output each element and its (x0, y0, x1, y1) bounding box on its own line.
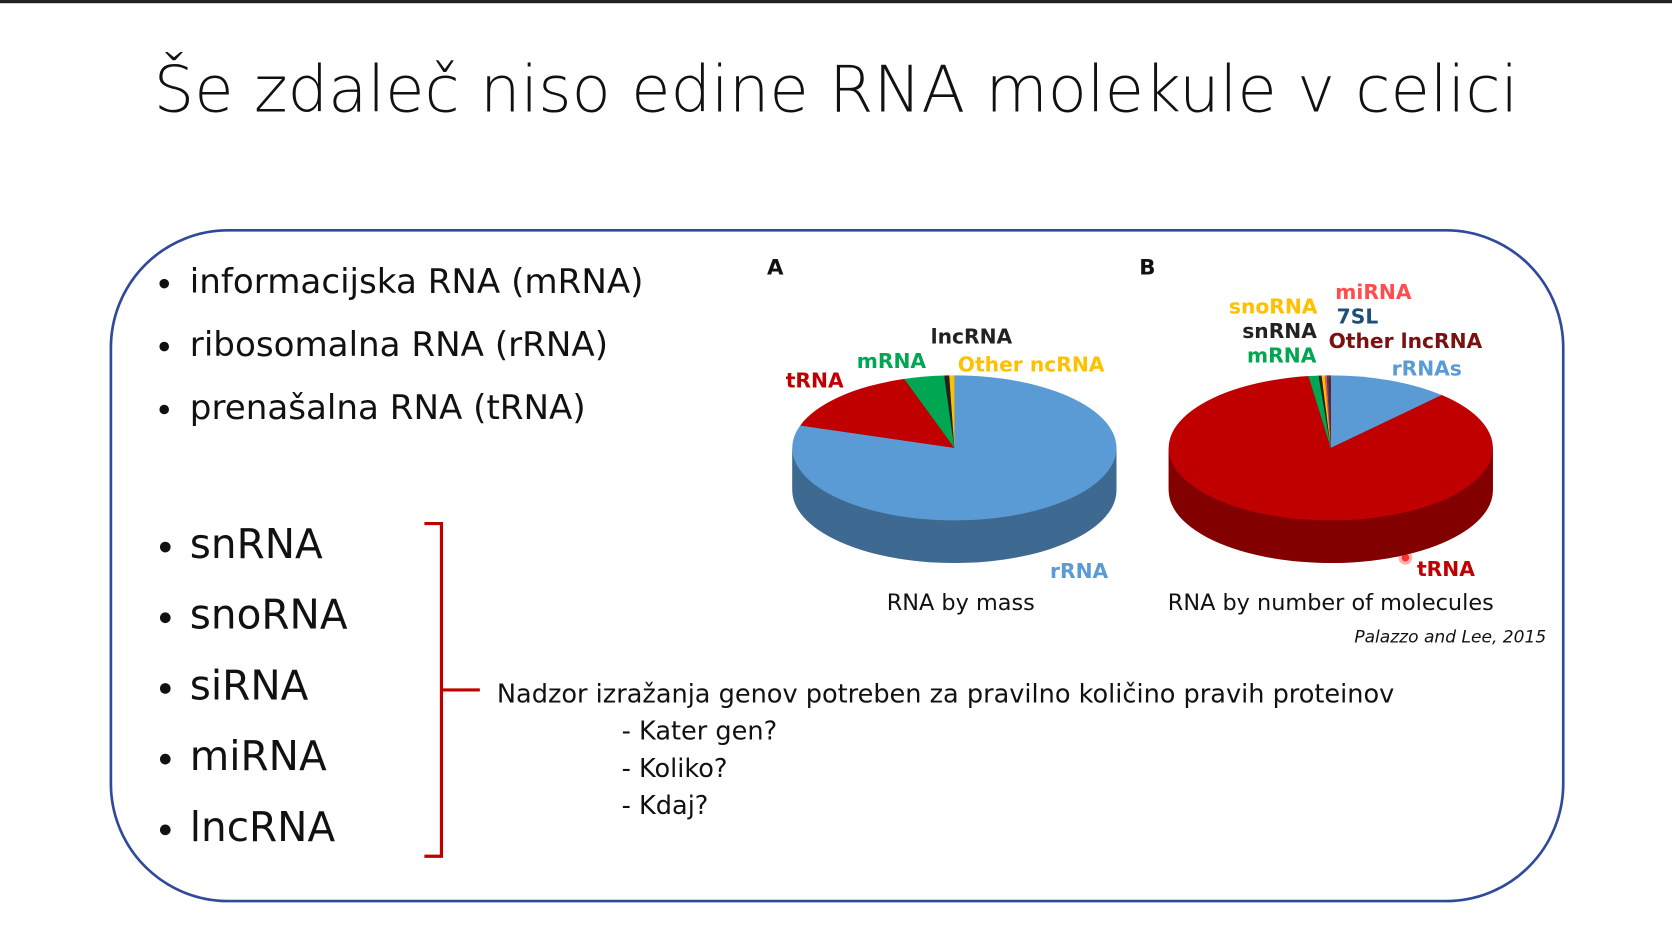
pie-slice (1308, 375, 1331, 448)
slice-label: lncRNA (931, 325, 1013, 349)
bullet-dot (159, 541, 171, 553)
bullet-text: siRNA (190, 661, 309, 709)
panel-letter: A (767, 256, 784, 281)
pie-slice (1168, 376, 1493, 521)
slice-label: snoRNA (1229, 295, 1318, 319)
panel-caption: RNA by mass (887, 590, 1035, 616)
bullet-dot (159, 341, 170, 352)
pie-slice (949, 375, 955, 448)
slide-title: Še zdaleč niso edine RNA molekule v celi… (154, 51, 1519, 127)
bullet-text: miRNA (190, 732, 327, 780)
top-border (0, 0, 1672, 4)
slice-label: miRNA (1335, 280, 1412, 304)
slice-label: mRNA (857, 349, 927, 373)
slice-label: Other ncRNA (958, 352, 1105, 376)
slice-label: snRNA (1242, 319, 1317, 343)
pie-slice (1328, 375, 1331, 448)
panel-letter: B (1139, 256, 1155, 281)
slice-label: tRNA (1417, 557, 1475, 581)
pie-slice (904, 375, 955, 448)
brace (424, 521, 480, 858)
bullet-dot (159, 753, 171, 765)
note-text: Nadzor izražanja genov potreben za pravi… (497, 679, 1394, 709)
bullet-dot (159, 612, 171, 624)
panel-caption: RNA by number of molecules (1168, 590, 1494, 616)
pie-slice (1318, 375, 1331, 448)
bullet-dot (159, 278, 170, 289)
bullet-text: prenašalna RNA (tRNA) (190, 388, 586, 428)
slice-label: Other lncRNA (1329, 329, 1483, 353)
bullet-text: snRNA (190, 520, 323, 568)
note-item: - Kdaj? (622, 791, 709, 821)
note-item: - Kater gen? (622, 717, 778, 747)
slice-label: rRNAs (1392, 357, 1462, 381)
bullet-dot (159, 824, 171, 836)
note-item: - Koliko? (622, 754, 728, 784)
bullet-text: informacijska RNA (mRNA) (190, 262, 644, 302)
slice-label: mRNA (1247, 344, 1317, 368)
bullet-text: ribosomalna RNA (rRNA) (190, 325, 608, 365)
slice-label: rRNA (1050, 559, 1109, 583)
bullet-text: snoRNA (190, 591, 348, 639)
bullet-dot (159, 683, 171, 694)
content-frame (109, 229, 1565, 903)
pie-slice (1326, 375, 1331, 448)
pie-slice (800, 378, 955, 448)
bullet-text: lncRNA (190, 803, 336, 851)
pie-slice (1321, 375, 1331, 448)
bullet-dot (159, 404, 170, 415)
slice-label: tRNA (786, 368, 844, 392)
slice-label: 7SL (1337, 304, 1379, 328)
pie-slice (944, 375, 955, 448)
citation: Palazzo and Lee, 2015 (1354, 628, 1546, 648)
pie-slice (1330, 375, 1442, 448)
pie-slice (1324, 375, 1331, 448)
